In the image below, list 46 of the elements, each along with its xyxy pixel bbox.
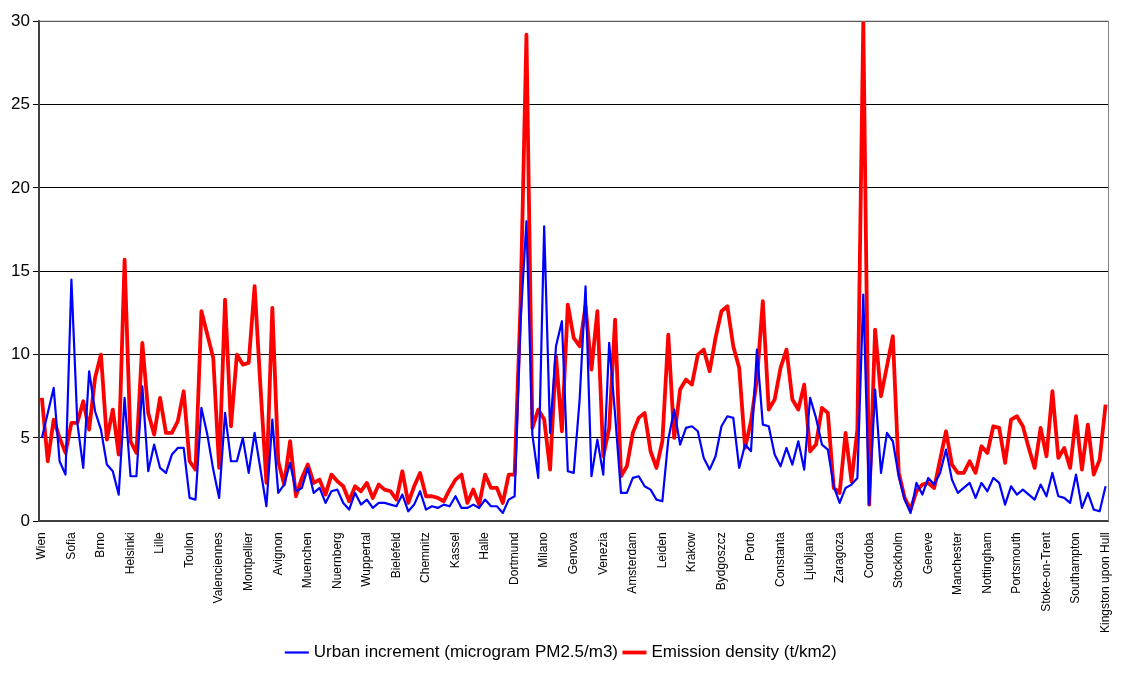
x-tick-label: Kassel — [447, 532, 462, 569]
x-tick-label: Helsinki — [122, 532, 137, 575]
x-tick-label: Brno — [93, 531, 108, 558]
x-tick-label: Milano — [536, 531, 551, 568]
y-tick-label: 10 — [10, 344, 30, 364]
x-tick-label: Kingston upon Hull — [1097, 532, 1112, 633]
x-tick-label: Constanta — [772, 531, 787, 587]
x-tick-label: Wuppertal — [359, 532, 374, 587]
x-tick-label: Chemnitz — [418, 532, 433, 583]
x-tick-label: Dortmund — [506, 532, 521, 585]
x-tick-label: Halle — [477, 531, 492, 560]
x-tick-label: Geneve — [920, 531, 935, 575]
x-tick-label: Krakow — [684, 531, 699, 573]
x-tick-label: Venezia — [595, 531, 610, 575]
x-tick-label: Bydgoszcz — [713, 532, 728, 591]
x-tick-label: Leiden — [654, 532, 669, 569]
x-tick-label: Zaragoza — [831, 531, 846, 583]
x-tick-label: Lille — [152, 531, 167, 554]
x-tick-label: Sofia — [63, 531, 78, 560]
x-tick-label: Stockholm — [891, 532, 906, 589]
y-tick-label: 20 — [10, 177, 30, 197]
y-tick-label: 5 — [20, 427, 30, 447]
x-tick-label: Manchester — [950, 532, 965, 595]
x-tick-label: Cordoba — [861, 531, 876, 579]
y-tick-label: 30 — [10, 10, 30, 30]
x-tick-label: Stoke-on-Trent — [1038, 531, 1053, 612]
x-tick-label: Valenciennes — [211, 532, 226, 604]
x-tick-label: Nuernberg — [329, 532, 344, 589]
y-tick-label: 25 — [10, 94, 30, 114]
x-tick-label: Amsterdam — [625, 532, 640, 594]
x-tick-label: Bielefeld — [388, 532, 403, 579]
x-tick-label: Portsmouth — [1009, 532, 1024, 594]
x-tick-label: Southampton — [1068, 532, 1083, 604]
y-tick-label: 15 — [10, 260, 30, 280]
legend-label: Emission density (t/km2) — [651, 642, 837, 662]
x-tick-label: Montpellier — [241, 532, 256, 591]
legend-label: Urban increment (microgram PM2.5/m3) — [313, 642, 619, 662]
x-tick-label: Wien — [34, 532, 49, 560]
x-tick-label: Nottingham — [979, 532, 994, 594]
x-tick-label: Genova — [566, 531, 581, 575]
x-tick-label: Muenchen — [300, 532, 315, 589]
x-tick-label: Porto — [743, 531, 758, 561]
y-tick-label: 0 — [20, 510, 30, 530]
x-tick-label: Ljubljana — [802, 531, 817, 581]
x-tick-label: Avignon — [270, 532, 285, 576]
x-tick-label: Toulon — [181, 532, 196, 568]
